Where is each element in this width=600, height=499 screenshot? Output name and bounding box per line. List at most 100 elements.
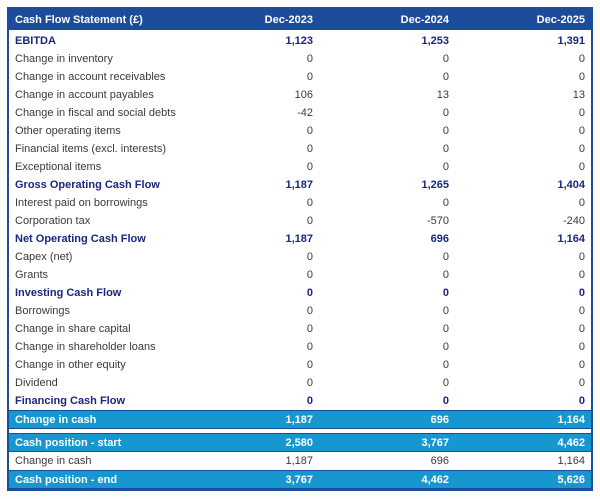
row-value: 1,391 bbox=[557, 35, 585, 47]
table-row: EBITDA 1,123 1,253 1,391 bbox=[9, 32, 591, 50]
row-value: 4,462 bbox=[421, 473, 449, 486]
row-value: -42 bbox=[297, 107, 313, 119]
row-value: 0 bbox=[442, 377, 449, 389]
row-value: 0 bbox=[442, 287, 449, 299]
table-row: Capex (net) 0 0 0 bbox=[9, 248, 591, 266]
row-value: 1,164 bbox=[557, 413, 585, 426]
header-divider bbox=[9, 30, 591, 32]
row-value: -570 bbox=[426, 215, 449, 227]
row-label: Change in cash bbox=[15, 455, 92, 467]
table-row: Cash position - start 2,580 3,767 4,462 bbox=[9, 433, 591, 452]
table-row: Change in other equity 0 0 0 bbox=[9, 356, 591, 374]
row-label: Change in account payables bbox=[15, 89, 154, 101]
row-value: 0 bbox=[578, 161, 585, 173]
row-value: 0 bbox=[442, 53, 449, 65]
section-divider bbox=[9, 429, 591, 433]
table-row: Net Operating Cash Flow 1,187 696 1,164 bbox=[9, 230, 591, 248]
table-row: Cash position - end 3,767 4,462 5,626 bbox=[9, 470, 591, 489]
row-value: 1,123 bbox=[285, 35, 313, 47]
row-label: Investing Cash Flow bbox=[15, 287, 122, 299]
table-row: Investing Cash Flow 0 0 0 bbox=[9, 284, 591, 302]
row-label: Change in other equity bbox=[15, 359, 126, 371]
row-value: 0 bbox=[578, 377, 585, 389]
row-value: 0 bbox=[306, 161, 313, 173]
row-label: Capex (net) bbox=[15, 251, 73, 263]
row-label: EBITDA bbox=[15, 35, 56, 47]
row-value: 0 bbox=[578, 197, 585, 209]
row-value: 2,580 bbox=[285, 436, 313, 449]
row-value: 1,164 bbox=[557, 233, 585, 245]
table-row: Change in fiscal and social debts -42 0 0 bbox=[9, 104, 591, 122]
row-value: 0 bbox=[578, 125, 585, 137]
row-value: 0 bbox=[578, 53, 585, 65]
row-value: 1,265 bbox=[421, 179, 449, 191]
row-value: 0 bbox=[578, 107, 585, 119]
row-value: 1,404 bbox=[557, 179, 585, 191]
table-row: Change in account receivables 0 0 0 bbox=[9, 68, 591, 86]
row-value: 0 bbox=[578, 341, 585, 353]
row-value: 0 bbox=[442, 107, 449, 119]
row-label: Gross Operating Cash Flow bbox=[15, 179, 160, 191]
row-label: Financing Cash Flow bbox=[15, 395, 126, 407]
table-row: Grants 0 0 0 bbox=[9, 266, 591, 284]
row-value: 0 bbox=[306, 53, 313, 65]
row-value: 0 bbox=[306, 143, 313, 155]
row-value: 0 bbox=[578, 269, 585, 281]
table-row: Exceptional items 0 0 0 bbox=[9, 158, 591, 176]
table-row: Change in shareholder loans 0 0 0 bbox=[9, 338, 591, 356]
row-value: 1,187 bbox=[285, 455, 313, 467]
row-label: Grants bbox=[15, 269, 49, 281]
row-label: Other operating items bbox=[15, 125, 121, 137]
row-label: Change in account receivables bbox=[15, 71, 166, 83]
row-value: 0 bbox=[578, 71, 585, 83]
row-label: Change in share capital bbox=[15, 323, 131, 335]
row-value: 0 bbox=[306, 359, 313, 371]
row-value: 696 bbox=[430, 413, 449, 426]
row-value: 0 bbox=[442, 143, 449, 155]
row-value: 0 bbox=[442, 359, 449, 371]
row-value: 0 bbox=[306, 215, 313, 227]
row-value: 3,767 bbox=[421, 436, 449, 449]
row-value: 13 bbox=[436, 89, 449, 101]
row-label: Change in shareholder loans bbox=[15, 341, 156, 353]
table-row: Financial items (excl. interests) 0 0 0 bbox=[9, 140, 591, 158]
row-value: 0 bbox=[306, 251, 313, 263]
row-value: 0 bbox=[306, 395, 313, 407]
row-value: 1,187 bbox=[285, 413, 313, 426]
row-label: Financial items (excl. interests) bbox=[15, 143, 166, 155]
table-row: Change in cash 1,187 696 1,164 bbox=[9, 410, 591, 429]
row-value: 0 bbox=[306, 125, 313, 137]
row-label: Cash position - start bbox=[15, 436, 122, 449]
row-value: 0 bbox=[442, 71, 449, 83]
table-title: Cash Flow Statement (£) bbox=[15, 13, 143, 26]
table-row: Change in account payables 106 13 13 bbox=[9, 86, 591, 104]
row-label: Change in cash bbox=[15, 413, 97, 426]
header-col-dec-2024: Dec-2024 bbox=[400, 13, 449, 26]
row-value: 0 bbox=[306, 305, 313, 317]
row-value: 0 bbox=[578, 395, 585, 407]
row-value: 0 bbox=[442, 341, 449, 353]
row-value: 0 bbox=[306, 71, 313, 83]
row-label: Borrowings bbox=[15, 305, 71, 317]
row-label: Net Operating Cash Flow bbox=[15, 233, 146, 245]
row-value: 0 bbox=[442, 125, 449, 137]
row-label: Interest paid on borrowings bbox=[15, 197, 148, 209]
table-row: Other operating items 0 0 0 bbox=[9, 122, 591, 140]
main-rows: EBITDA 1,123 1,253 1,391 Change in inventory… bbox=[9, 32, 591, 429]
row-value: 1,253 bbox=[421, 35, 449, 47]
row-label: Change in fiscal and social debts bbox=[15, 107, 176, 119]
row-value: 0 bbox=[578, 323, 585, 335]
row-value: 0 bbox=[306, 323, 313, 335]
row-value: 1,164 bbox=[557, 455, 585, 467]
row-value: 0 bbox=[578, 359, 585, 371]
row-value: 0 bbox=[306, 341, 313, 353]
table-row: Corporation tax 0 -570 -240 bbox=[9, 212, 591, 230]
table-row: Change in share capital 0 0 0 bbox=[9, 320, 591, 338]
row-value: 0 bbox=[578, 287, 585, 299]
table-row: Financing Cash Flow 0 0 0 bbox=[9, 392, 591, 410]
table-row: Interest paid on borrowings 0 0 0 bbox=[9, 194, 591, 212]
table-row: Borrowings 0 0 0 bbox=[9, 302, 591, 320]
row-label: Corporation tax bbox=[15, 215, 91, 227]
row-value: 3,767 bbox=[285, 473, 313, 486]
table-header: Cash Flow Statement (£) Dec-2023 Dec-202… bbox=[9, 9, 591, 30]
